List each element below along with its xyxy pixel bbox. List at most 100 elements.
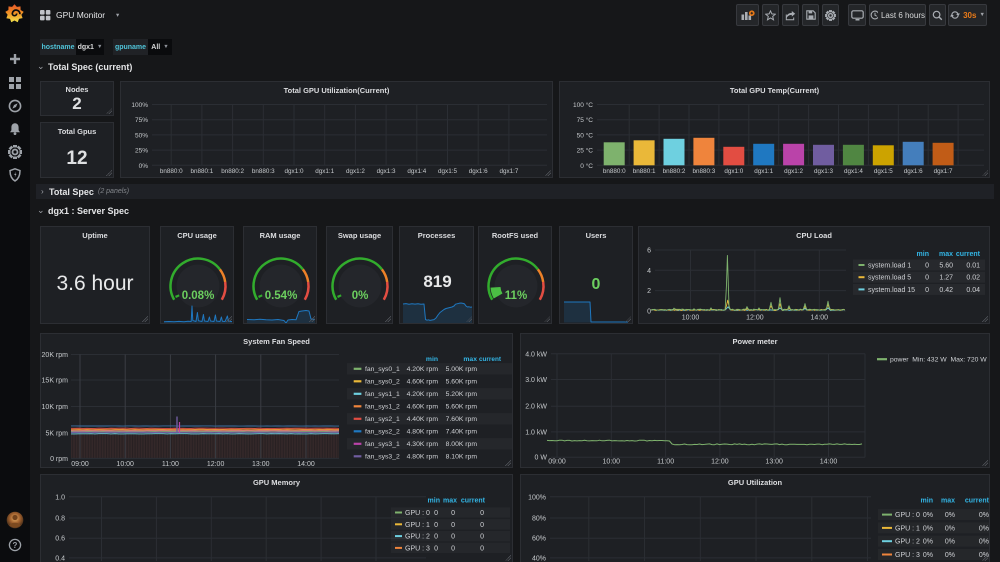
svg-text:20K rpm: 20K rpm	[42, 352, 69, 359]
svg-text:max: max	[443, 498, 457, 505]
svg-text:bn880:1: bn880:1	[191, 168, 214, 175]
svg-text:14:00: 14:00	[297, 461, 315, 467]
svg-text:100 °C: 100 °C	[573, 101, 593, 109]
svg-text:0%: 0%	[923, 539, 933, 546]
svg-text:7.60K rpm: 7.60K rpm	[446, 416, 478, 423]
svg-text:12:00: 12:00	[711, 459, 729, 466]
svg-text:system.load 5: system.load 5	[868, 275, 911, 282]
svg-text:dgx1:6: dgx1:6	[904, 168, 923, 175]
svg-text:0: 0	[925, 263, 929, 270]
svg-text:GPU : 2: GPU : 2	[405, 534, 430, 541]
svg-text:dgx1:5: dgx1:5	[438, 168, 457, 175]
svg-text:GPU : 2: GPU : 2	[895, 539, 920, 546]
svg-text:GPU : 0: GPU : 0	[895, 512, 920, 519]
svg-text:13:00: 13:00	[765, 459, 783, 466]
svg-text:2: 2	[72, 94, 81, 113]
svg-text:0.4: 0.4	[55, 555, 65, 561]
svg-text:75 °C: 75 °C	[577, 116, 594, 124]
svg-text:fan_sys3_1: fan_sys3_1	[365, 441, 400, 448]
svg-text:bn880:0: bn880:0	[160, 168, 183, 175]
svg-text:fan_sys1_2: fan_sys1_2	[365, 404, 400, 411]
svg-text:fan_sys2_2: fan_sys2_2	[365, 429, 400, 436]
svg-text:6: 6	[647, 247, 651, 254]
svg-text:max: max	[941, 498, 955, 505]
svg-text:25%: 25%	[135, 148, 148, 155]
svg-text:11%: 11%	[505, 290, 527, 302]
svg-text:min: min	[917, 251, 929, 258]
svg-text:5.00K rpm: 5.00K rpm	[446, 366, 478, 373]
svg-text:50 °C: 50 °C	[577, 131, 594, 139]
svg-text:4.20K rpm: 4.20K rpm	[407, 391, 439, 398]
svg-text:0: 0	[434, 545, 438, 552]
svg-text:0.04: 0.04	[966, 287, 980, 294]
svg-text:0: 0	[925, 275, 929, 282]
svg-text:0%: 0%	[979, 525, 989, 532]
svg-text:4: 4	[647, 268, 651, 275]
svg-text:12:00: 12:00	[746, 315, 764, 322]
svg-text:0%: 0%	[979, 512, 989, 519]
svg-text:7.40K rpm: 7.40K rpm	[446, 429, 478, 436]
svg-text:fan_sys3_2: fan_sys3_2	[365, 454, 400, 461]
svg-text:1.0: 1.0	[55, 494, 65, 501]
svg-text:dgx1:3: dgx1:3	[377, 168, 396, 175]
svg-text:4.60K rpm: 4.60K rpm	[407, 379, 439, 386]
svg-text:0: 0	[434, 534, 438, 541]
svg-text:current: current	[956, 251, 981, 258]
svg-text:0: 0	[451, 534, 455, 541]
svg-text:12: 12	[66, 148, 87, 169]
svg-text:GPU : 3: GPU : 3	[895, 552, 920, 559]
svg-text:0%: 0%	[923, 525, 933, 532]
svg-text:0: 0	[480, 534, 484, 541]
svg-text:5.60K rpm: 5.60K rpm	[446, 404, 478, 411]
svg-text:2.0 kW: 2.0 kW	[525, 404, 547, 411]
svg-text:0: 0	[647, 308, 651, 315]
svg-text:dgx1:7: dgx1:7	[499, 168, 518, 175]
svg-text:25 °C: 25 °C	[577, 147, 594, 155]
svg-text:5.20K rpm: 5.20K rpm	[446, 391, 478, 398]
svg-text:14:00: 14:00	[820, 459, 838, 466]
svg-text:0.6: 0.6	[55, 536, 65, 543]
svg-text:100%: 100%	[131, 102, 148, 109]
svg-text:0%: 0%	[352, 290, 369, 302]
svg-text:0: 0	[451, 510, 455, 517]
svg-text:current: current	[461, 498, 486, 505]
svg-text:dgx1:7: dgx1:7	[934, 168, 953, 175]
svg-text:bn880:3: bn880:3	[252, 168, 275, 175]
svg-text:current: current	[965, 498, 989, 505]
svg-text:2: 2	[647, 288, 651, 295]
svg-text:1.27: 1.27	[939, 275, 953, 282]
svg-text:min: min	[426, 356, 438, 363]
svg-text:4.0 kW: 4.0 kW	[525, 351, 547, 358]
svg-text:5.60K rpm: 5.60K rpm	[446, 379, 478, 386]
svg-text:0%: 0%	[923, 552, 933, 559]
svg-text:min: min	[921, 498, 933, 505]
svg-text:dgx1:6: dgx1:6	[469, 168, 488, 175]
svg-text:0: 0	[451, 522, 455, 529]
svg-text:system.load 15: system.load 15	[868, 287, 915, 294]
svg-text:max: max	[939, 251, 953, 258]
svg-text:fan_sys0_1: fan_sys0_1	[365, 366, 400, 373]
svg-text:100%: 100%	[528, 494, 546, 501]
svg-text:min: min	[428, 498, 440, 505]
svg-text:3.6 hour: 3.6 hour	[56, 272, 133, 295]
svg-text:dgx1:2: dgx1:2	[346, 168, 365, 175]
svg-text:dgx1:1: dgx1:1	[315, 168, 334, 175]
svg-text:0: 0	[480, 522, 484, 529]
svg-text:8.00K rpm: 8.00K rpm	[446, 441, 478, 448]
svg-text:40%: 40%	[532, 555, 546, 561]
svg-text:5.60: 5.60	[939, 263, 953, 270]
svg-text:10K rpm: 10K rpm	[42, 404, 69, 411]
svg-text:0: 0	[480, 510, 484, 517]
svg-text:fan_sys1_1: fan_sys1_1	[365, 391, 400, 398]
svg-text:0.8: 0.8	[55, 516, 65, 523]
svg-text:0: 0	[925, 287, 929, 294]
svg-text:4.20K rpm: 4.20K rpm	[407, 366, 439, 373]
svg-text:0: 0	[451, 545, 455, 552]
svg-text:dgx1:3: dgx1:3	[814, 168, 833, 175]
svg-text:0%: 0%	[979, 539, 989, 546]
svg-text:GPU : 0: GPU : 0	[405, 510, 430, 517]
svg-text:4.30K rpm: 4.30K rpm	[407, 441, 439, 448]
svg-text:0: 0	[592, 276, 601, 293]
svg-text:dgx1:4: dgx1:4	[844, 168, 863, 175]
svg-text:80%: 80%	[532, 516, 546, 523]
